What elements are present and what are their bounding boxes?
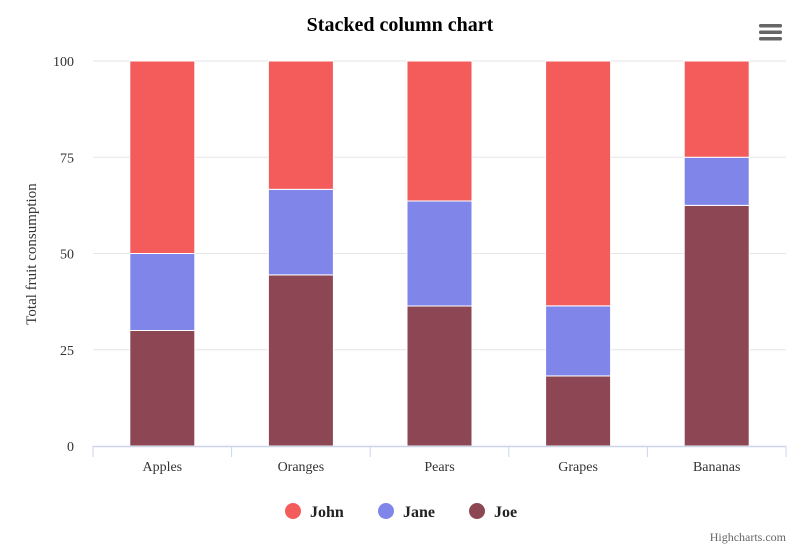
bar-john-apples[interactable] [129,60,196,254]
y-tick-label: 75 [60,151,74,166]
legend-marker [469,503,485,519]
legend-item-joe[interactable]: Joe [469,503,517,521]
axes: 0 25 50 75 100 Apples Oranges Pears Grapes Banana… [53,55,787,475]
bar-john-bananas[interactable] [683,60,750,158]
bar-joe-pears[interactable] [406,305,473,447]
y-tick-label: 0 [67,440,74,455]
x-tick-label: Oranges [278,460,325,475]
bar-john-oranges[interactable] [267,60,334,190]
legend-marker [285,503,301,519]
bar-jane-grapes[interactable] [545,305,612,377]
legend-label: Jane [403,504,435,521]
legend-item-john[interactable]: John [285,503,344,521]
bar-john-grapes[interactable] [545,60,612,307]
legend-marker [378,503,394,519]
y-tick-label: 50 [60,248,74,263]
x-tick-label: Grapes [558,460,598,475]
bar-jane-bananas[interactable] [683,156,750,206]
bar-jane-oranges[interactable] [267,188,334,276]
bar-joe-bananas[interactable] [683,204,750,447]
bar-jane-pears[interactable] [406,200,473,307]
bar-jane-apples[interactable] [129,253,196,331]
y-axis-title: Total fruit consumption [24,183,40,325]
y-tick-label: 100 [53,55,74,70]
bar-john-pears[interactable] [406,60,473,202]
bar-joe-apples[interactable] [129,330,196,447]
legend-label: Joe [494,504,517,521]
chart-title: Stacked column chart [307,14,494,36]
context-menu-button[interactable] [759,22,783,42]
legend: John Jane Joe [285,503,517,521]
bar-joe-grapes[interactable] [545,375,612,447]
y-tick-label: 25 [60,344,74,359]
credits-link[interactable]: Highcharts.com [710,530,787,544]
plot-area [129,60,750,447]
x-tick-label: Apples [142,460,182,475]
x-tick-label: Bananas [693,460,740,475]
legend-label: John [310,504,344,521]
x-tick-label: Pears [424,460,454,475]
bar-joe-oranges[interactable] [267,274,334,447]
legend-item-jane[interactable]: Jane [378,503,435,521]
